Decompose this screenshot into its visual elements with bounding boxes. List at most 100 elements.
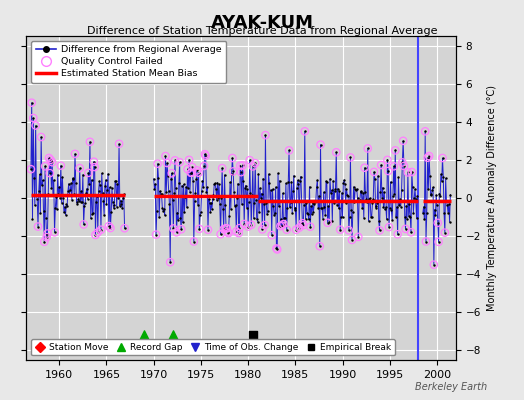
Point xyxy=(336,226,344,233)
Point xyxy=(185,157,193,163)
Point xyxy=(362,196,370,202)
Point xyxy=(276,223,285,229)
Point xyxy=(48,159,57,166)
Point xyxy=(91,232,100,238)
Point xyxy=(330,200,338,206)
Point xyxy=(403,169,412,176)
Point xyxy=(248,192,256,198)
Point xyxy=(364,145,372,152)
Point xyxy=(400,163,408,169)
Point xyxy=(222,225,230,231)
Point xyxy=(438,155,446,161)
Point xyxy=(259,176,267,182)
Point xyxy=(113,204,121,210)
Point xyxy=(320,189,328,195)
Point xyxy=(222,225,230,231)
Point xyxy=(60,209,68,216)
Point xyxy=(243,204,251,211)
Point xyxy=(256,185,264,191)
Point xyxy=(247,222,256,228)
Point xyxy=(370,169,378,175)
Point xyxy=(195,226,203,232)
Point xyxy=(57,162,65,169)
Point xyxy=(276,223,285,229)
Point xyxy=(119,191,128,198)
Point xyxy=(231,203,239,209)
Point xyxy=(196,212,204,218)
Point xyxy=(348,237,356,243)
Point xyxy=(279,221,288,227)
Point xyxy=(224,230,233,236)
Point xyxy=(220,226,228,232)
Point xyxy=(171,157,179,164)
Point xyxy=(116,203,124,209)
Point xyxy=(317,205,325,212)
Point xyxy=(298,220,307,226)
Point xyxy=(190,238,198,245)
Point xyxy=(104,171,112,177)
Point xyxy=(384,168,392,174)
Point xyxy=(27,166,35,172)
Point xyxy=(187,170,195,176)
Point xyxy=(424,186,432,192)
Point xyxy=(246,190,255,196)
Point xyxy=(28,216,37,222)
Point xyxy=(201,152,210,159)
Point xyxy=(168,197,177,204)
Point xyxy=(408,169,416,175)
Point xyxy=(115,140,123,147)
Point xyxy=(378,184,387,191)
Point xyxy=(209,192,217,198)
Point xyxy=(298,220,307,226)
Point xyxy=(265,171,273,177)
Point xyxy=(187,170,195,176)
Point xyxy=(121,225,129,232)
Point xyxy=(268,232,276,238)
Point xyxy=(157,191,166,198)
Point xyxy=(398,159,407,166)
Point xyxy=(292,226,300,233)
Point xyxy=(367,213,376,220)
Point xyxy=(339,214,347,220)
Point xyxy=(405,213,413,219)
Point xyxy=(81,200,90,206)
Point xyxy=(342,186,351,192)
Point xyxy=(399,138,407,144)
Point xyxy=(43,230,52,237)
Point xyxy=(312,198,320,204)
Point xyxy=(200,163,208,169)
Point xyxy=(420,216,429,223)
Point xyxy=(264,208,272,214)
Point xyxy=(405,200,413,207)
Point xyxy=(176,215,184,222)
Point xyxy=(428,187,436,194)
Point xyxy=(221,202,230,208)
Point xyxy=(34,223,42,230)
Point xyxy=(354,234,363,240)
Point xyxy=(38,182,46,188)
Point xyxy=(42,234,51,240)
Point xyxy=(346,154,355,161)
Point xyxy=(223,225,231,232)
Point xyxy=(326,176,334,182)
Point xyxy=(140,332,148,338)
Point xyxy=(361,189,369,195)
Point xyxy=(370,175,379,182)
Point xyxy=(46,170,54,176)
Point xyxy=(182,184,190,190)
Point xyxy=(356,188,365,194)
Point xyxy=(33,196,41,203)
Point xyxy=(306,224,314,230)
Point xyxy=(332,149,341,156)
Point xyxy=(44,191,52,198)
Point xyxy=(324,203,333,210)
Point xyxy=(224,230,233,236)
Point xyxy=(328,218,336,224)
Point xyxy=(166,259,174,266)
Point xyxy=(57,162,65,169)
Point xyxy=(51,205,60,211)
Point xyxy=(151,181,159,187)
Point xyxy=(421,128,429,134)
Point xyxy=(117,201,126,207)
Point xyxy=(227,170,236,177)
